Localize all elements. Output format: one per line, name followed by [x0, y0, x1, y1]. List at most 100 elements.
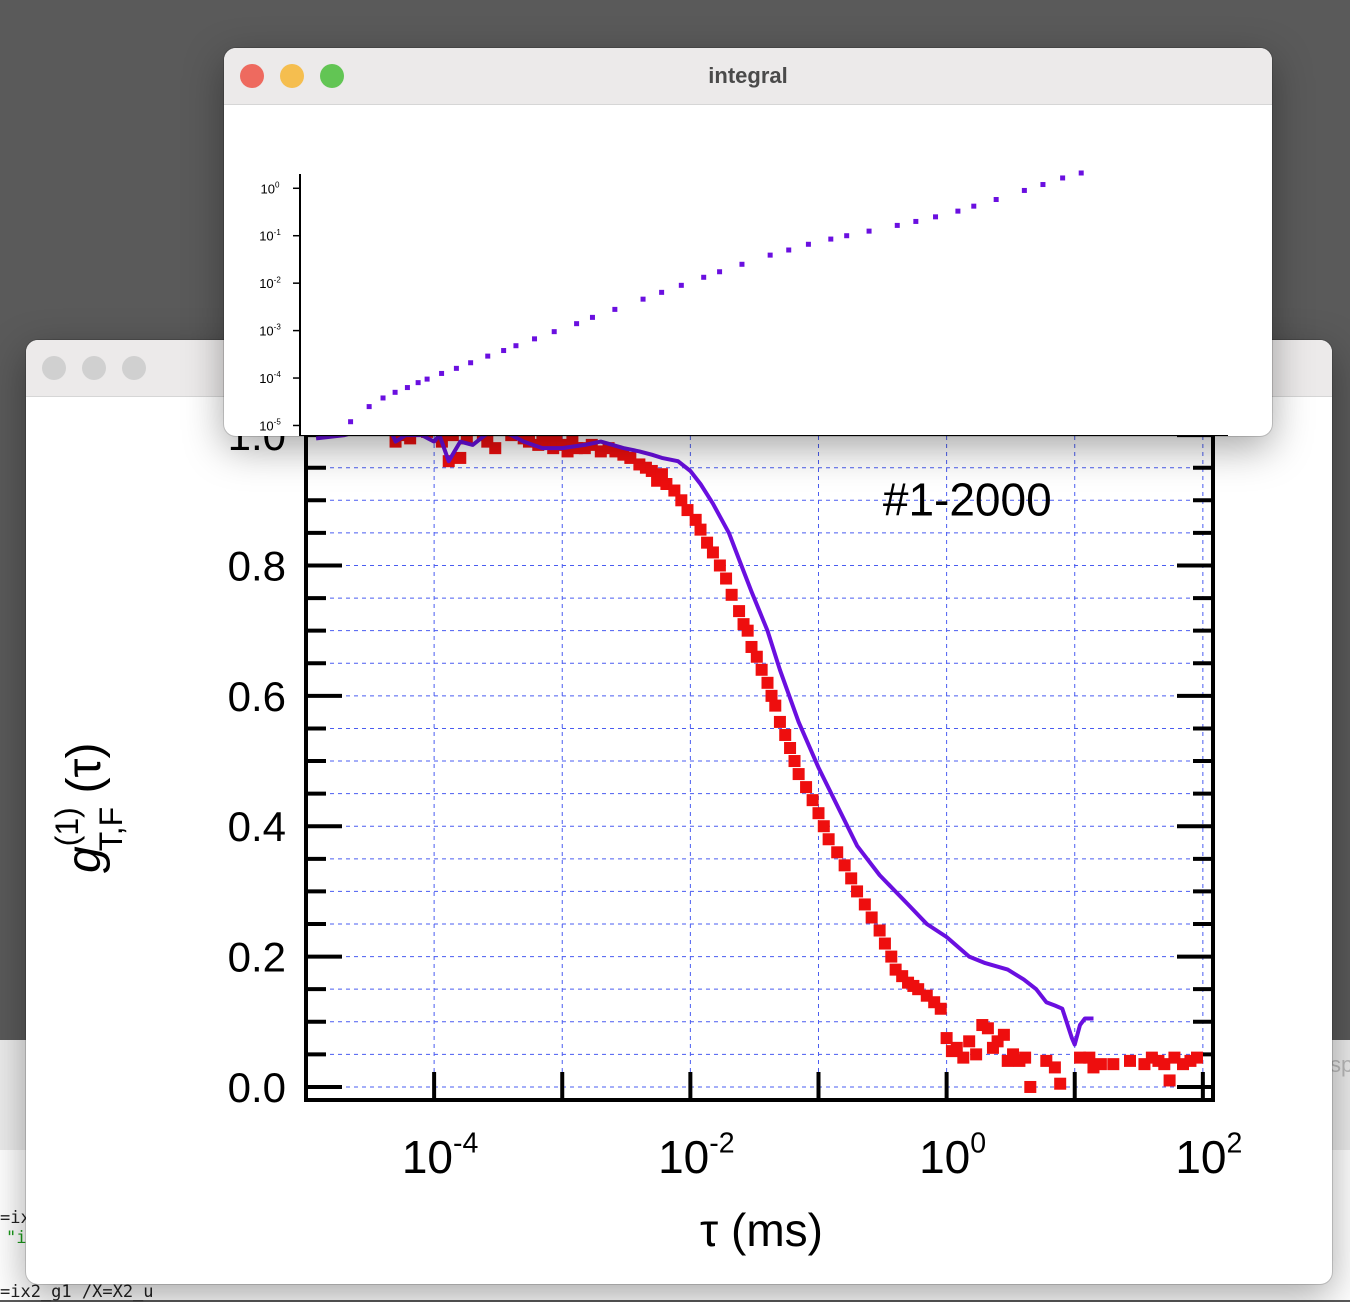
y-axis-label: g(1) T,F (τ) [49, 743, 129, 874]
data-point [1060, 175, 1066, 181]
data-point [645, 464, 658, 477]
data-point [675, 494, 688, 507]
minimize-button[interactable] [280, 64, 304, 88]
data-point [1074, 1051, 1087, 1064]
x-tick-label: 10-2 [658, 1127, 735, 1183]
data-point [761, 676, 774, 689]
data-point [981, 1022, 994, 1035]
data-point [955, 208, 961, 214]
data-point [800, 781, 813, 794]
data-point [1048, 1061, 1061, 1074]
data-point [741, 624, 754, 637]
data-point [866, 228, 872, 234]
data-point [1021, 187, 1027, 193]
data-point [1024, 1080, 1037, 1093]
data-point [812, 807, 825, 820]
y-tick-label: 10-4 [259, 370, 281, 386]
data-point [1040, 182, 1046, 188]
y-tick-label: 0.8 [228, 542, 286, 589]
minimize-button[interactable] [82, 356, 106, 380]
data-point [878, 937, 891, 950]
data-point [765, 689, 778, 702]
x-axis-label: τ (ms) [700, 1204, 823, 1256]
data-point [640, 296, 646, 302]
data-point [851, 885, 864, 898]
data-point [404, 385, 410, 391]
zoom-button[interactable] [320, 64, 344, 88]
data-point [720, 572, 733, 585]
data-point [1163, 1074, 1176, 1087]
close-button[interactable] [42, 356, 66, 380]
data-point [933, 214, 939, 220]
data-point [1158, 1058, 1171, 1071]
data-point [689, 513, 702, 526]
data-point [750, 650, 763, 663]
code-line: "i [6, 1228, 27, 1248]
data-point [865, 911, 878, 924]
data-point [668, 484, 681, 497]
y-tick-label: 0.0 [228, 1064, 286, 1111]
data-point [1078, 170, 1084, 176]
data-point [415, 380, 421, 386]
integral-window-titlebar[interactable]: integral [224, 48, 1272, 105]
data-point [745, 640, 758, 653]
window-title: integral [708, 63, 788, 88]
data-point [1054, 1077, 1067, 1090]
data-point [501, 348, 507, 354]
data-point [822, 833, 835, 846]
data-point [873, 924, 886, 937]
data-point [805, 241, 811, 247]
data-point [940, 1032, 953, 1045]
data-point [733, 605, 746, 618]
data-point [424, 376, 430, 382]
data-point [767, 252, 773, 258]
close-button[interactable] [240, 64, 264, 88]
data-point [380, 395, 386, 401]
integral-window[interactable]: integral 10-510-410-310-210-110010110210… [224, 48, 1272, 436]
data-point [788, 755, 801, 768]
zoom-button[interactable] [122, 356, 146, 380]
data-point [717, 269, 723, 275]
data-point [659, 289, 665, 295]
data-point [489, 442, 502, 455]
data-point [993, 197, 999, 203]
data-point [678, 282, 684, 288]
data-point [1019, 1051, 1032, 1064]
data-point [779, 728, 792, 741]
data-point [845, 872, 858, 885]
data-point [655, 468, 668, 481]
y-tick-label: 10-1 [259, 228, 281, 244]
data-point [970, 1048, 983, 1061]
data-point [792, 768, 805, 781]
code-line: =ix2_g1 /X=X2_u [0, 1282, 154, 1302]
data-point [838, 859, 851, 872]
data-point [1190, 1051, 1203, 1064]
data-point [963, 1035, 976, 1048]
data-point [701, 274, 707, 280]
data-point [725, 588, 738, 601]
y-tick-label: 0.4 [228, 803, 286, 850]
data-point [574, 321, 580, 327]
data-point [957, 1051, 970, 1064]
data-point [828, 236, 834, 242]
data-point [1083, 1051, 1096, 1064]
data-point [844, 233, 850, 239]
integral-chart: 10-510-410-310-210-110010110210-510-410-… [259, 170, 1228, 436]
data-point [913, 218, 919, 224]
data-point [1094, 1058, 1107, 1071]
data-point [1124, 1054, 1137, 1067]
data-point [997, 1028, 1010, 1041]
background-label: sp [1330, 1052, 1350, 1077]
data-point [439, 370, 445, 376]
data-point [885, 950, 898, 963]
data-point [934, 1002, 947, 1015]
data-point [769, 699, 782, 712]
data-point [453, 365, 459, 371]
data-point [694, 523, 707, 536]
data-point [706, 546, 719, 559]
data-point [858, 898, 871, 911]
chart-annotation: #1-2000 [883, 473, 1052, 525]
x-tick-label: 102 [1175, 1127, 1242, 1183]
